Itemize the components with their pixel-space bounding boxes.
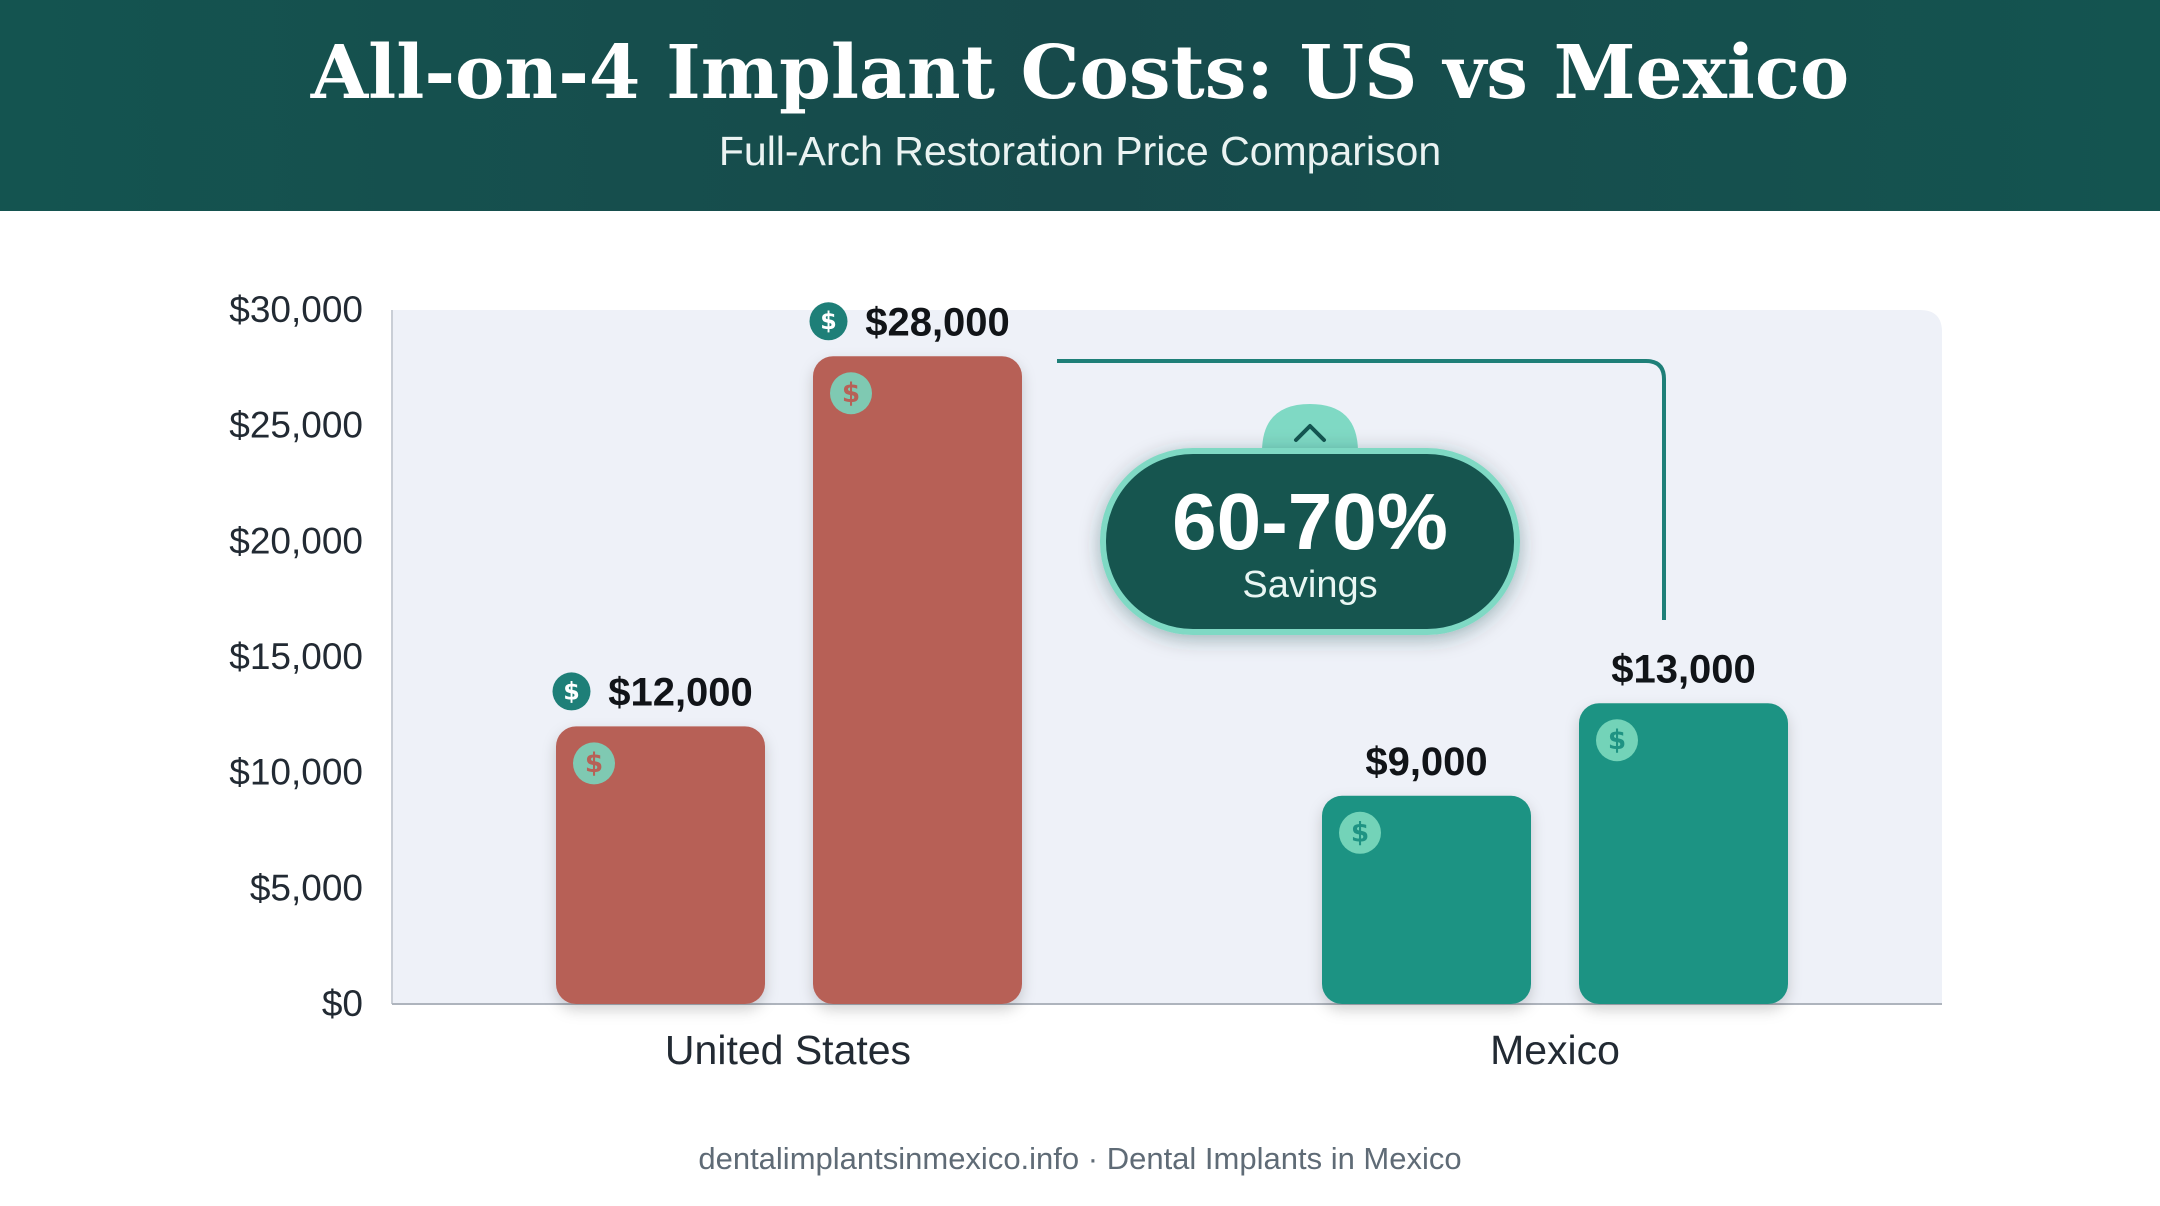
bar-value-label: $9,000 xyxy=(1365,740,1487,784)
dollar-glyph: $ xyxy=(820,307,837,335)
dollar-coin-icon: $ xyxy=(552,672,591,711)
x-category-label: United States xyxy=(665,1027,911,1073)
coin-circle xyxy=(830,372,872,415)
dollar-coin-icon: $ xyxy=(1339,811,1381,854)
coin-circle xyxy=(573,742,615,785)
dollar-coin-icon: $ xyxy=(1596,719,1638,762)
bar-value-label: $13,000 xyxy=(1611,647,1756,691)
coin-circle xyxy=(809,302,848,341)
y-tick-label: $0 xyxy=(322,983,363,1024)
bar xyxy=(813,356,1022,1004)
y-tick-label: $5,000 xyxy=(250,867,363,908)
savings-callout: 60-70%Savings xyxy=(1100,404,1520,635)
bar-value-label: $28,000 xyxy=(865,300,1010,344)
bar-group: $ xyxy=(1322,795,1531,1004)
y-tick-label: $30,000 xyxy=(229,289,363,330)
bar-value-label: $12,000 xyxy=(608,670,753,714)
coin-circle xyxy=(552,672,591,711)
dollar-glyph: $ xyxy=(1351,819,1369,849)
dollar-glyph: $ xyxy=(1608,726,1626,756)
footer-credit: dentalimplantsinmexico.info · Dental Imp… xyxy=(698,1141,1462,1176)
savings-connector-line xyxy=(1057,359,1666,620)
callout-pill xyxy=(1100,448,1520,635)
bar-group: $ xyxy=(813,356,1022,1004)
dollar-coin-icon: $ xyxy=(830,372,872,415)
chart-subtitle: Full-Arch Restoration Price Comparison xyxy=(718,128,1442,174)
coin-circle xyxy=(1596,719,1638,762)
bar xyxy=(556,726,765,1004)
plot-area xyxy=(392,310,1942,1004)
bar xyxy=(1579,703,1788,1004)
savings-label: Savings xyxy=(1242,564,1377,606)
y-tick-label: $10,000 xyxy=(229,752,363,793)
dollar-coin-icon: $ xyxy=(573,742,615,785)
dollar-coin-icon: $ xyxy=(809,302,848,341)
header-banner: All-on-4 Implant Costs: US vs Mexico Ful… xyxy=(0,0,2160,211)
y-tick-label: $25,000 xyxy=(229,405,363,446)
dollar-glyph: $ xyxy=(842,379,860,409)
coin-circle xyxy=(1339,811,1381,854)
savings-percent: 60-70% xyxy=(1172,477,1448,566)
y-tick-label: $20,000 xyxy=(229,520,363,561)
chart-title: All-on-4 Implant Costs: US vs Mexico xyxy=(310,30,1850,116)
bar-group: $ xyxy=(1579,703,1788,1004)
x-category-label: Mexico xyxy=(1490,1027,1620,1073)
chevron-up-icon xyxy=(1294,424,1326,442)
y-tick-label: $15,000 xyxy=(229,636,363,677)
dollar-glyph: $ xyxy=(585,749,603,779)
dollar-glyph: $ xyxy=(563,677,580,705)
bar-group: $ xyxy=(556,726,765,1004)
